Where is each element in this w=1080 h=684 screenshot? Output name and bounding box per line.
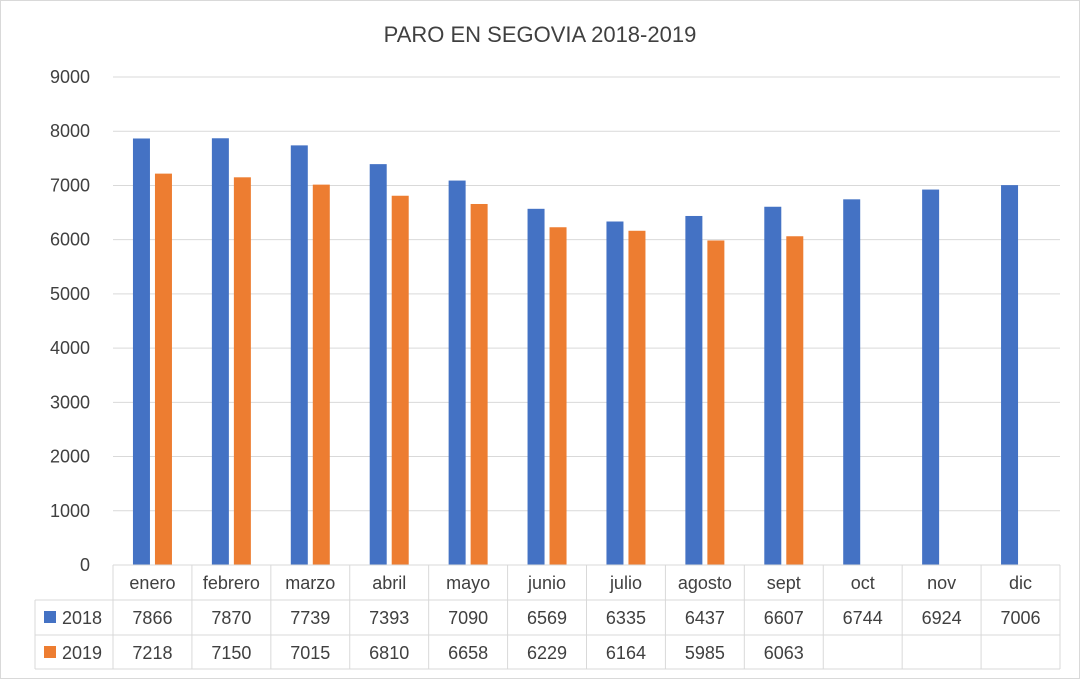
bar-2018-sept — [764, 206, 782, 565]
bar-2019-marzo — [312, 184, 330, 565]
y-tick-label: 2000 — [50, 447, 90, 467]
legend-label: 2018 — [62, 608, 102, 628]
data-label: 5985 — [685, 643, 725, 663]
x-category-label: oct — [851, 573, 875, 593]
x-category-label: mayo — [446, 573, 490, 593]
bar-2019-mayo — [470, 203, 488, 565]
bar-2018-oct — [843, 199, 861, 566]
data-label: 7393 — [369, 608, 409, 628]
data-label: 7015 — [290, 643, 330, 663]
y-tick-label: 4000 — [50, 338, 90, 358]
chart-title: PARO EN SEGOVIA 2018-2019 — [384, 22, 697, 47]
bar-2018-mayo — [448, 180, 466, 565]
data-label: 7150 — [211, 643, 251, 663]
data-label: 6924 — [922, 608, 962, 628]
x-category-label: abril — [372, 573, 406, 593]
y-tick-label: 8000 — [50, 121, 90, 141]
bar-2019-sept — [786, 236, 804, 565]
data-label: 7870 — [211, 608, 251, 628]
bar-2018-agosto — [685, 215, 703, 565]
x-category-label: sept — [767, 573, 801, 593]
y-tick-label: 5000 — [50, 284, 90, 304]
bar-2018-nov — [922, 189, 940, 565]
data-label: 6569 — [527, 608, 567, 628]
bar-2018-marzo — [290, 145, 308, 566]
bar-2018-febrero — [211, 138, 229, 565]
x-category-label: junio — [527, 573, 566, 593]
bar-2018-dic — [1001, 185, 1019, 565]
y-tick-label: 0 — [80, 555, 90, 575]
data-label: 6658 — [448, 643, 488, 663]
data-label: 6063 — [764, 643, 804, 663]
x-category-label: marzo — [285, 573, 335, 593]
y-tick-label: 6000 — [50, 230, 90, 250]
data-label: 7218 — [132, 643, 172, 663]
data-label: 7006 — [1001, 608, 1041, 628]
y-tick-label: 3000 — [50, 392, 90, 412]
y-tick-label: 7000 — [50, 175, 90, 195]
y-tick-label: 9000 — [50, 67, 90, 87]
legend-key-2019 — [44, 646, 56, 658]
data-label: 6335 — [606, 608, 646, 628]
y-tick-label: 1000 — [50, 501, 90, 521]
x-category-label: nov — [927, 573, 956, 593]
data-label: 6744 — [843, 608, 883, 628]
data-label: 7739 — [290, 608, 330, 628]
bar-2019-enero — [154, 173, 172, 565]
bar-2018-abril — [369, 164, 387, 565]
data-label: 6229 — [527, 643, 567, 663]
bar-2019-abril — [391, 195, 409, 565]
x-category-label: enero — [129, 573, 175, 593]
x-category-label: dic — [1009, 573, 1032, 593]
legend-key-2018 — [44, 611, 56, 623]
legend-label: 2019 — [62, 643, 102, 663]
bar-2019-julio — [628, 230, 646, 565]
x-category-label: agosto — [678, 573, 732, 593]
data-label: 6607 — [764, 608, 804, 628]
bar-2019-febrero — [233, 177, 251, 566]
bar-2019-agosto — [707, 240, 725, 566]
x-category-label: julio — [609, 573, 642, 593]
data-label: 7866 — [132, 608, 172, 628]
bar-2018-junio — [527, 208, 545, 566]
data-label: 6437 — [685, 608, 725, 628]
data-label: 6164 — [606, 643, 646, 663]
bar-2018-enero — [132, 138, 150, 565]
data-label: 6810 — [369, 643, 409, 663]
x-category-label: febrero — [203, 573, 260, 593]
bar-2019-junio — [549, 227, 567, 566]
bar-2018-julio — [606, 221, 624, 565]
data-label: 7090 — [448, 608, 488, 628]
